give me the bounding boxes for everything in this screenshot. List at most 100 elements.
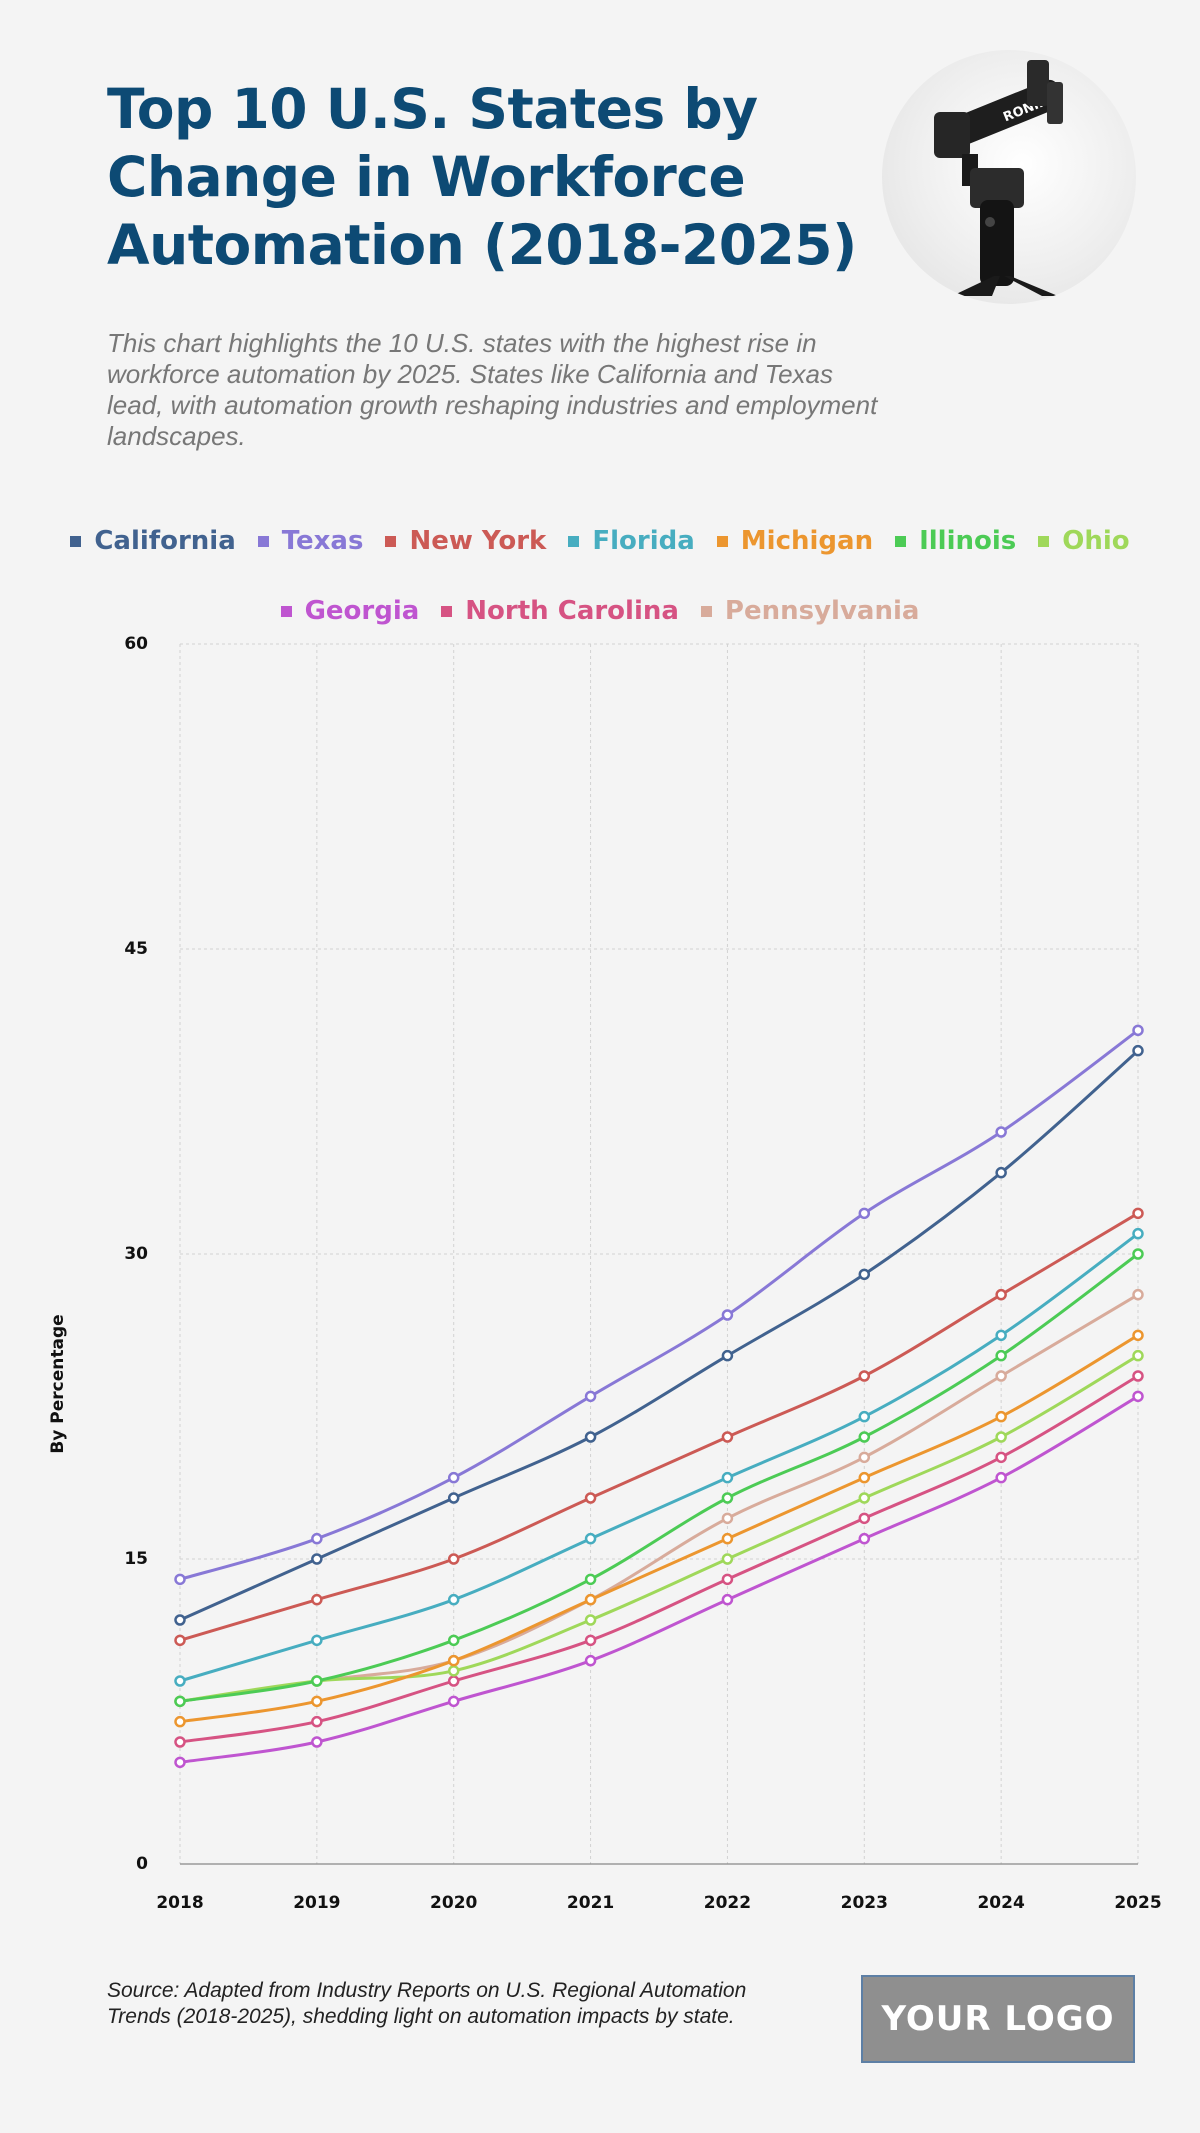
data-point-california [995,1166,1007,1179]
legend-item: Illinois [895,526,1016,556]
data-point-texas [584,1390,597,1403]
legend-label: California [94,526,236,556]
data-point-pennsylvania [1132,1288,1144,1301]
data-point-texas [995,1126,1007,1138]
y-tick-label: 0 [136,1854,148,1874]
legend-label: Georgia [304,596,420,626]
legend-swatch [895,535,907,547]
data-point-texas [174,1573,186,1586]
data-point-pennsylvania [995,1370,1007,1382]
data-point-georgia [1132,1390,1144,1403]
data-point-california [584,1431,597,1443]
data-point-florida [447,1593,460,1606]
data-point-ohio [995,1431,1007,1443]
data-point-michigan [1132,1329,1144,1342]
legend-label: Illinois [919,526,1017,556]
y-tick-label: 30 [124,1244,148,1264]
legend-item: Florida [568,526,695,556]
data-point-michigan [584,1593,597,1606]
data-point-california [858,1268,871,1281]
gimbal-photo: RONIN [882,50,1136,304]
data-point-ohio [1132,1349,1144,1362]
legend-label: North Carolina [465,596,679,626]
legend-item: Ohio [1038,526,1130,556]
data-point-pennsylvania [858,1451,871,1464]
data-point-georgia [447,1695,460,1708]
data-point-ohio [447,1665,460,1677]
x-tick-label: 2019 [293,1893,340,1913]
x-tick-label: 2024 [977,1893,1024,1913]
data-point-california [311,1553,323,1565]
data-point-florida [995,1329,1007,1342]
series-line-north-carolina [179,1374,1139,1744]
data-point-illinois [1132,1248,1144,1260]
series-line-florida [179,1232,1139,1683]
data-point-california [174,1614,186,1626]
x-tick-label: 2023 [841,1893,888,1913]
logo-placeholder: YOUR LOGO [861,1975,1135,2063]
data-point-illinois [721,1492,734,1504]
data-point-illinois [584,1573,597,1586]
data-point-new-york [1132,1207,1144,1220]
legend-label: Michigan [740,526,874,556]
data-point-illinois [447,1634,460,1647]
x-tick-label: 2021 [567,1893,614,1913]
data-point-florida [174,1675,186,1687]
data-point-new-york [858,1370,871,1382]
legend-item: California [70,526,236,556]
data-point-north-carolina [858,1512,871,1525]
legend-swatch [441,605,453,617]
legend-swatch [700,605,712,617]
legend-label: New York [409,526,547,556]
legend-label: Ohio [1062,526,1130,556]
legend-item: Texas [257,526,364,556]
data-point-illinois [311,1675,323,1687]
legend-swatch [257,535,269,547]
data-point-florida [584,1532,597,1545]
page-title: Top 10 U.S. States by Change in Workforc… [107,77,857,277]
data-point-michigan [174,1715,186,1728]
x-tick-label: 2022 [704,1893,751,1913]
y-tick-label: 60 [124,634,148,654]
legend-swatch [280,605,292,617]
data-point-texas [721,1309,734,1321]
data-point-texas [311,1532,323,1545]
series-line-georgia [179,1395,1139,1764]
y-tick-label: 15 [124,1549,148,1569]
legend-swatch [1038,535,1050,547]
data-point-georgia [721,1593,734,1606]
data-point-pennsylvania [721,1512,734,1525]
legend-label: Pennsylvania [724,596,920,626]
legend-swatch [568,535,580,547]
data-point-illinois [174,1695,186,1708]
data-point-michigan [721,1532,734,1545]
data-point-georgia [995,1471,1007,1484]
data-point-georgia [858,1532,871,1545]
series-line-michigan [179,1334,1139,1724]
data-point-new-york [584,1492,597,1504]
data-point-michigan [447,1654,460,1667]
data-point-georgia [584,1654,597,1667]
source-note: Source: Adapted from Industry Reports on… [107,1979,747,2028]
legend-swatch [385,535,397,547]
legend-label: Texas [281,526,364,556]
series-line-ohio [179,1354,1139,1703]
gimbal-illustration: RONIN [934,60,1063,296]
data-point-illinois [858,1431,871,1443]
data-point-florida [311,1634,323,1647]
data-point-north-carolina [584,1634,597,1647]
legend-item: New York [385,526,546,556]
y-tick-label: 45 [124,939,148,959]
chart-legend: California Texas New York Florida Michigan Il… [0,520,1200,660]
legend-swatch [70,535,82,547]
x-tick-label: 2020 [430,1893,477,1913]
data-point-north-carolina [995,1451,1007,1464]
data-point-georgia [174,1756,186,1769]
data-point-north-carolina [311,1715,323,1728]
data-point-michigan [858,1471,871,1484]
data-point-california [1132,1044,1144,1057]
data-point-ohio [721,1553,734,1565]
data-point-new-york [721,1431,734,1443]
data-point-california [447,1492,460,1504]
data-point-michigan [995,1410,1007,1423]
